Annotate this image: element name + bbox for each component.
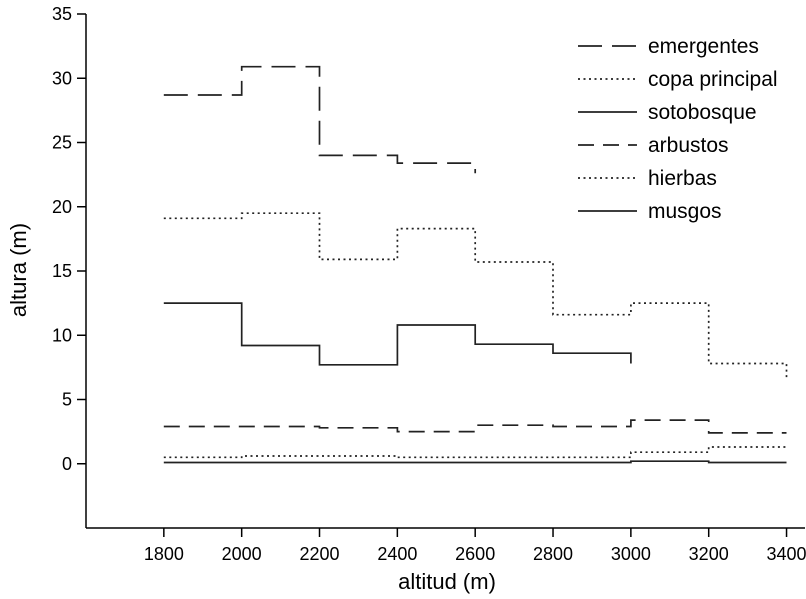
y-tick-label: 25 [52,133,72,153]
y-axis-ticks: 0 5 10 15 20 25 30 35 [52,4,86,474]
x-tick-label: 1800 [144,544,184,564]
y-tick-label: 10 [52,325,72,345]
legend-label: copa principal [648,68,778,91]
series-lines [163,65,788,464]
series-line-sotobosque [163,302,632,366]
series-line-copa-principal [163,212,788,381]
legend-label: musgos [648,200,722,223]
y-tick-label: 30 [52,68,72,88]
legend-label: sotobosque [648,101,757,124]
x-tick-label: 2600 [455,544,495,564]
x-axis-ticks: 1800 2000 2200 2400 2600 2800 3000 3200 3400 [144,528,806,564]
series-line-hierbas [163,446,787,459]
legend-label: emergentes [648,35,759,58]
legend-label: arbustos [648,134,729,157]
legend: emergentes copa principal sotobosque arbust… [578,35,778,223]
y-tick-label: 20 [52,197,72,217]
x-tick-label: 2400 [377,544,417,564]
y-axis-title: altura (m) [6,223,31,317]
y-tick-label: 35 [52,4,72,24]
x-tick-label: 2200 [299,544,339,564]
y-tick-label: 5 [62,390,72,410]
x-tick-label: 3200 [689,544,729,564]
x-axis-title: altitud (m) [398,569,496,594]
axes [85,14,805,529]
y-tick-label: 15 [52,261,72,281]
y-tick-label: 0 [62,454,72,474]
x-tick-label: 3400 [767,544,806,564]
x-tick-label: 2800 [533,544,573,564]
x-tick-label: 3000 [611,544,651,564]
legend-label: hierbas [648,167,717,190]
series-line-emergentes [163,65,477,174]
x-tick-label: 2000 [222,544,262,564]
series-line-arbustos [163,419,787,434]
series-line-musgos [163,460,787,464]
